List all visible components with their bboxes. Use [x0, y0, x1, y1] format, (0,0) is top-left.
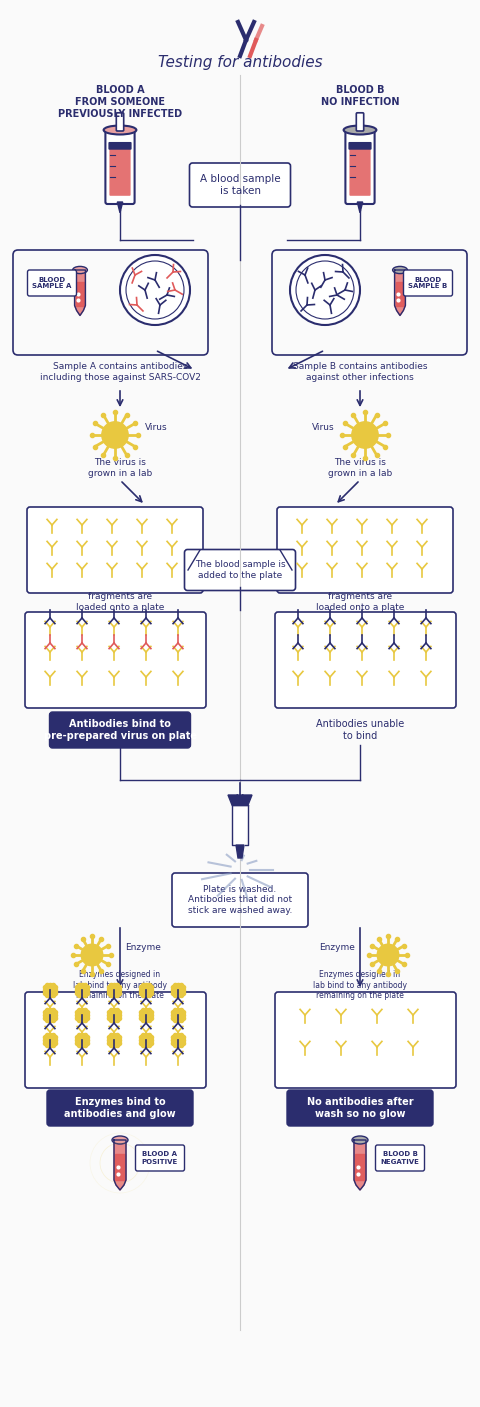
Text: BLOOD
SAMPLE B: BLOOD SAMPLE B: [408, 277, 448, 290]
Text: NO INFECTION: NO INFECTION: [321, 97, 399, 107]
FancyBboxPatch shape: [135, 1145, 184, 1171]
Ellipse shape: [393, 266, 408, 273]
Circle shape: [290, 255, 360, 325]
Ellipse shape: [104, 125, 136, 135]
Text: A blood sample
is taken: A blood sample is taken: [200, 174, 280, 196]
Ellipse shape: [344, 125, 376, 135]
Circle shape: [175, 986, 181, 993]
FancyBboxPatch shape: [184, 550, 296, 591]
Text: No antibodies after
wash so no glow: No antibodies after wash so no glow: [307, 1097, 413, 1119]
Text: Virus: Virus: [145, 424, 168, 432]
Circle shape: [143, 1012, 149, 1019]
Polygon shape: [232, 805, 248, 846]
Circle shape: [111, 986, 117, 993]
FancyBboxPatch shape: [106, 128, 134, 204]
FancyBboxPatch shape: [287, 1090, 433, 1126]
Polygon shape: [236, 846, 244, 858]
Circle shape: [143, 986, 149, 993]
Polygon shape: [115, 1154, 125, 1180]
FancyBboxPatch shape: [277, 507, 453, 592]
FancyBboxPatch shape: [348, 142, 372, 149]
Ellipse shape: [352, 1135, 368, 1144]
Circle shape: [377, 944, 399, 965]
Ellipse shape: [72, 266, 87, 273]
Circle shape: [111, 1037, 117, 1043]
Text: The virus is
grown in a lab: The virus is grown in a lab: [88, 459, 152, 478]
Circle shape: [79, 1012, 85, 1019]
Circle shape: [111, 1012, 117, 1019]
Polygon shape: [117, 203, 123, 212]
FancyBboxPatch shape: [349, 146, 371, 196]
FancyBboxPatch shape: [346, 128, 374, 204]
Text: Antibodies bind to
pre-prepared virus on plate: Antibodies bind to pre-prepared virus on…: [44, 719, 196, 741]
FancyBboxPatch shape: [49, 712, 191, 749]
Text: BLOOD B
NEGATIVE: BLOOD B NEGATIVE: [381, 1151, 420, 1165]
Polygon shape: [395, 270, 406, 315]
FancyBboxPatch shape: [375, 1145, 424, 1171]
Text: Plate is washed.
Antibodies that did not
stick are washed away.: Plate is washed. Antibodies that did not…: [188, 885, 292, 915]
Text: BLOOD B: BLOOD B: [336, 84, 384, 96]
Text: fragments are
loaded onto a plate: fragments are loaded onto a plate: [76, 592, 164, 612]
FancyBboxPatch shape: [275, 612, 456, 708]
Text: PREVIOUSLY INFECTED: PREVIOUSLY INFECTED: [58, 108, 182, 120]
Circle shape: [120, 255, 190, 325]
Text: BLOOD A
POSITIVE: BLOOD A POSITIVE: [142, 1151, 178, 1165]
Text: fragments are
loaded onto a plate: fragments are loaded onto a plate: [316, 592, 404, 612]
Circle shape: [175, 1037, 181, 1043]
Text: BLOOD A: BLOOD A: [96, 84, 144, 96]
Text: Enzyme: Enzyme: [125, 943, 161, 951]
Text: The virus is
grown in a lab: The virus is grown in a lab: [328, 459, 392, 478]
Circle shape: [79, 986, 85, 993]
FancyBboxPatch shape: [25, 612, 206, 708]
Circle shape: [143, 1037, 149, 1043]
Polygon shape: [75, 283, 84, 305]
Text: BLOOD
SAMPLE A: BLOOD SAMPLE A: [32, 277, 72, 290]
FancyBboxPatch shape: [356, 113, 364, 131]
Circle shape: [47, 1037, 53, 1043]
Circle shape: [79, 1037, 85, 1043]
Circle shape: [296, 262, 354, 319]
FancyBboxPatch shape: [27, 507, 203, 592]
FancyBboxPatch shape: [25, 992, 206, 1088]
Text: Sample B contains antibodies
against other infections: Sample B contains antibodies against oth…: [293, 362, 427, 381]
FancyBboxPatch shape: [172, 872, 308, 927]
FancyBboxPatch shape: [404, 270, 453, 295]
FancyBboxPatch shape: [27, 270, 76, 295]
Text: Enzymes designed in
lab bind to any antibody
remaining on the plate: Enzymes designed in lab bind to any anti…: [73, 969, 167, 1000]
Circle shape: [81, 944, 103, 965]
FancyBboxPatch shape: [109, 146, 131, 196]
Polygon shape: [114, 1140, 126, 1190]
Polygon shape: [354, 1140, 366, 1190]
Polygon shape: [396, 283, 404, 305]
Polygon shape: [228, 795, 252, 805]
Circle shape: [47, 1012, 53, 1019]
FancyBboxPatch shape: [275, 992, 456, 1088]
Polygon shape: [357, 203, 363, 212]
Polygon shape: [355, 1154, 365, 1180]
Text: Enzymes bind to
antibodies and glow: Enzymes bind to antibodies and glow: [64, 1097, 176, 1119]
FancyBboxPatch shape: [47, 1090, 193, 1126]
Text: Enzyme: Enzyme: [319, 943, 355, 951]
FancyBboxPatch shape: [116, 113, 124, 131]
Circle shape: [175, 1012, 181, 1019]
Circle shape: [352, 422, 378, 449]
Text: FROM SOMEONE: FROM SOMEONE: [75, 97, 165, 107]
Text: Sample A contains antibodies
including those against SARS-COV2: Sample A contains antibodies including t…: [39, 362, 201, 381]
Ellipse shape: [112, 1135, 128, 1144]
Text: Testing for antibodies: Testing for antibodies: [158, 55, 322, 69]
Text: Antibodies unable
to bind: Antibodies unable to bind: [316, 719, 404, 741]
Circle shape: [47, 986, 53, 993]
FancyBboxPatch shape: [108, 142, 132, 149]
Polygon shape: [74, 270, 85, 315]
Text: The blood sample is
added to the plate: The blood sample is added to the plate: [195, 560, 285, 580]
Circle shape: [126, 262, 184, 319]
Text: Virus: Virus: [312, 424, 335, 432]
Circle shape: [102, 422, 128, 449]
FancyBboxPatch shape: [190, 163, 290, 207]
Text: Enzymes designed in
lab bind to any antibody
remaining on the plate: Enzymes designed in lab bind to any anti…: [313, 969, 407, 1000]
